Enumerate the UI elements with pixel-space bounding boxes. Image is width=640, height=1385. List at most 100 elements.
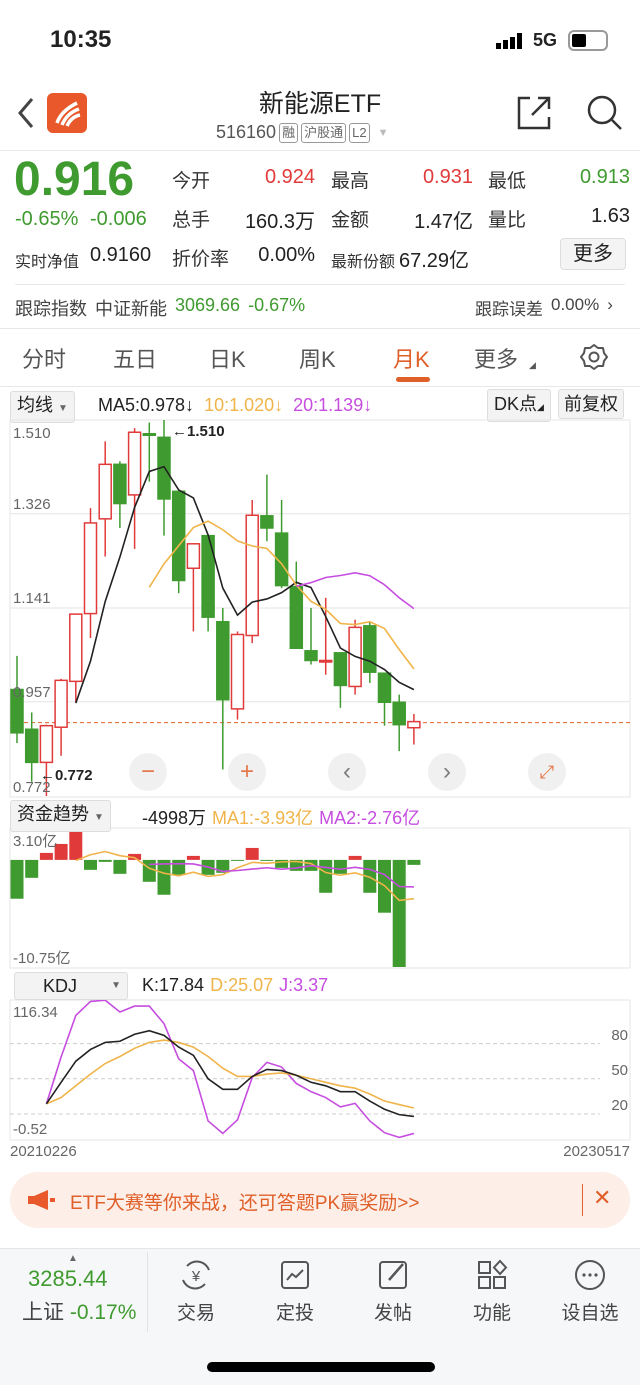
candle-body — [171, 490, 186, 582]
banner-text: ETF大赛等你来战，还可答题PK赢奖励>> — [70, 1193, 420, 1214]
dropdown-icon: ▼ — [94, 812, 104, 823]
megaphone-icon — [28, 1190, 55, 1210]
amount-value: 1.47亿 — [414, 211, 473, 233]
index-pct: -0.17% — [69, 1301, 137, 1324]
divider — [582, 1184, 583, 1216]
more-button[interactable]: 更多 — [560, 238, 626, 270]
settings-icon[interactable] — [580, 343, 608, 371]
scroll-left-button[interactable]: ‹ — [328, 753, 366, 791]
high-value: 0.931 — [422, 166, 473, 188]
kdj-select-label: KDJ — [43, 976, 78, 996]
stock-subtitle[interactable]: 516160 融 沪股通 L2 ▼ — [216, 122, 388, 143]
scroll-right-button[interactable]: › — [428, 753, 466, 791]
candle-body — [377, 672, 392, 704]
index-name: 上证 — [22, 1301, 64, 1324]
y-tick-label: 1.141 — [13, 590, 51, 607]
tab-weekly-k[interactable]: 周K — [299, 347, 336, 372]
change-amount: -0.006 — [90, 208, 147, 230]
candle-body — [98, 463, 112, 520]
share-icon[interactable] — [516, 95, 552, 131]
kdj-legend: K:17.84 D:25.07 J:3.37 — [142, 975, 328, 996]
home-indicator[interactable] — [207, 1362, 435, 1372]
back-icon[interactable] — [16, 96, 36, 130]
close-banner-icon[interactable]: ✕ — [593, 1185, 612, 1210]
nav-value: 0.9160 — [90, 244, 152, 266]
fund-bar — [25, 859, 39, 878]
nav-trade[interactable]: ¥ 交易 — [146, 1255, 246, 1325]
index-value[interactable]: 3285.44 — [28, 1266, 108, 1291]
x-start-date: 20210226 — [10, 1143, 77, 1160]
zoom-in-button[interactable]: + — [228, 753, 266, 791]
kdj-indicator-select[interactable]: KDJ ▼ — [14, 972, 128, 1000]
indicator-select[interactable]: 均线 ▼ — [10, 391, 75, 423]
open-label: 今开 — [172, 171, 211, 192]
fund-bar — [186, 855, 200, 860]
candle-body — [407, 720, 421, 729]
nav-post[interactable]: 发帖 — [343, 1255, 443, 1325]
ma5-value: MA5:0.978↓ — [98, 395, 195, 415]
ma10-line — [148, 520, 415, 670]
y-tick-label: 0.772 — [13, 779, 51, 796]
candle-body — [260, 515, 274, 529]
tracking-error[interactable]: 跟踪误差 0.00% › — [475, 295, 613, 320]
tab-daily-k[interactable]: 日K — [209, 347, 246, 372]
min-price-label: ←0.772 — [40, 767, 93, 784]
open-value: 0.924 — [264, 166, 315, 188]
charts-svg[interactable]: 1.510 1.326 1.141 0.957 0.772 ←1.510 ←0.… — [0, 0, 640, 1170]
low-label: 最低 — [488, 171, 527, 192]
zoom-out-button[interactable]: − — [129, 753, 167, 791]
network-label: 5G — [533, 30, 558, 50]
tab-monthly-k[interactable]: 月K — [393, 347, 430, 372]
nav-label: 实时净值 — [15, 254, 80, 271]
candle-body — [230, 633, 245, 710]
candle-body — [69, 613, 83, 683]
candle-body — [274, 532, 289, 587]
fund-bar — [275, 859, 289, 868]
adjust-button[interactable]: 前复权 — [558, 389, 624, 419]
y-tick-label: 1.510 — [13, 425, 51, 442]
fund-bar — [172, 859, 186, 875]
fund-ma1-line — [75, 850, 414, 902]
premium-value: 0.00% — [258, 244, 315, 266]
nav-fixed-invest[interactable]: 定投 — [245, 1255, 345, 1325]
tab-more[interactable]: 更多 — [474, 347, 519, 372]
dk-point-button[interactable]: DK点◢ — [487, 389, 551, 422]
j-value: J:3.37 — [279, 975, 329, 995]
fund-bar — [333, 859, 347, 874]
chevron-right-icon: › — [607, 295, 613, 314]
nav-add-watchlist[interactable]: 设自选 — [540, 1255, 640, 1325]
low-value: 0.913 — [579, 166, 630, 188]
ratio-value: 1.63 — [591, 205, 630, 227]
candle-body — [142, 433, 157, 437]
fund-bar — [157, 859, 171, 895]
dropdown-icon: ▼ — [111, 980, 121, 991]
candle-body — [127, 431, 142, 496]
tab-five-day[interactable]: 五日 — [113, 347, 158, 372]
kdj-max-label: 116.34 — [13, 1004, 58, 1021]
index-info[interactable]: 上证 -0.17% — [22, 1296, 136, 1326]
fullscreen-button[interactable]: ⤢ — [528, 753, 566, 791]
candle-body — [304, 650, 318, 662]
fund-indicator-select[interactable]: 资金趋势 ▼ — [10, 800, 111, 832]
premium-label: 折价率 — [172, 249, 230, 270]
search-icon[interactable] — [586, 94, 624, 132]
divider — [147, 1252, 148, 1332]
x-end-date: 20230517 — [563, 1143, 630, 1160]
svg-text:¥: ¥ — [191, 1268, 201, 1285]
fund-bar — [69, 829, 83, 860]
expand-up-icon[interactable]: ▲ — [68, 1253, 78, 1264]
fund-bar — [289, 859, 303, 871]
ma20-value: 20:1.139↓ — [293, 395, 373, 415]
j-line — [45, 999, 415, 1139]
dropdown-icon: ▼ — [377, 126, 389, 139]
promo-banner[interactable]: ETF大赛等你来战，还可答题PK赢奖励>> ✕ — [10, 1172, 630, 1228]
fund-legend: -4998万 MA1:-3.93亿 MA2:-2.76亿 — [142, 804, 420, 830]
ma20-line — [296, 572, 415, 610]
candle-body — [289, 585, 304, 649]
nav-functions[interactable]: 功能 — [442, 1255, 542, 1325]
fund-bar — [142, 859, 156, 882]
k-value: K:17.84 — [142, 975, 205, 995]
fund-frame — [9, 827, 631, 969]
tab-intraday[interactable]: 分时 — [22, 347, 67, 372]
fund-bar — [54, 843, 68, 860]
